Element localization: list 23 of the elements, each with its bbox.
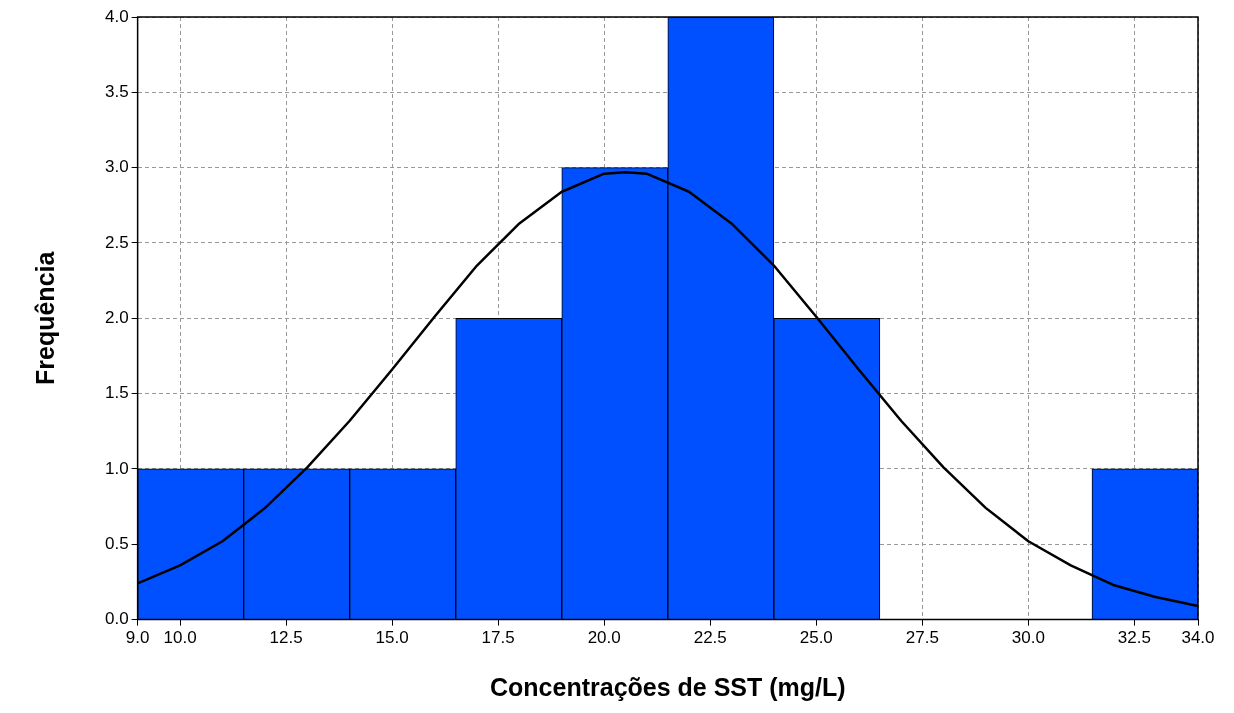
x-tick-label: 27.5	[905, 628, 939, 648]
y-tick-label: 1.0	[104, 458, 129, 478]
y-tick-label: 2.0	[104, 307, 129, 327]
y-axis-title: Frequência	[30, 250, 59, 385]
x-tick-label: 12.5	[269, 628, 303, 648]
x-tick-label: 32.5	[1117, 628, 1151, 648]
x-tick-label: 15.0	[375, 628, 409, 648]
y-tick-label: 3.5	[104, 82, 129, 102]
y-tick-label: 0.5	[104, 533, 129, 553]
y-tick-label: 3.0	[104, 157, 129, 177]
x-tick-label: 10.0	[163, 628, 197, 648]
y-tick-label: 4.0	[104, 6, 129, 26]
x-tick-label: 9.0	[125, 628, 150, 648]
x-tick-label: 34.0	[1181, 628, 1215, 648]
x-tick-label: 22.5	[693, 628, 727, 648]
x-tick-label: 30.0	[1011, 628, 1045, 648]
y-tick-label: 2.5	[104, 232, 129, 252]
x-tick-label: 25.0	[799, 628, 833, 648]
x-tick-label: 17.5	[481, 628, 515, 648]
y-tick-label: 1.5	[104, 383, 129, 403]
x-axis-title: Concentrações de SST (mg/L)	[490, 672, 846, 701]
y-tick-label: 0.0	[104, 609, 129, 629]
x-tick-label: 20.0	[587, 628, 621, 648]
